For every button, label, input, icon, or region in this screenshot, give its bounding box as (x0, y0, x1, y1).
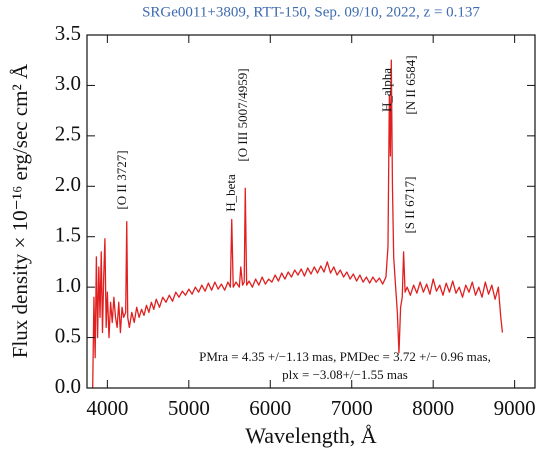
annotation: [O II 3727] (114, 150, 129, 209)
annotation: plx = −3.08+/−1.55 mas (282, 367, 408, 382)
y-tick-label: 1.5 (55, 223, 81, 247)
y-tick-label: 0.0 (55, 374, 81, 398)
annotation: H_alpha (379, 68, 394, 112)
x-tick-label: 5000 (168, 396, 210, 420)
y-tick-label: 0.5 (55, 323, 81, 347)
y-tick-label: 2.0 (55, 172, 81, 196)
annotation: PMra = 4.35 +/−1.13 mas, PMDec = 3.72 +/… (199, 349, 491, 364)
x-tick-label: 7000 (331, 396, 373, 420)
y-tick-label: 3.0 (55, 71, 81, 95)
x-tick-label: 4000 (86, 396, 128, 420)
annotation: H_beta (223, 174, 238, 212)
plot-frame (86, 34, 536, 389)
spectrum-line (92, 59, 504, 389)
x-tick-label: 8000 (412, 396, 454, 420)
y-axis-label: Flux density × 10⁻¹⁶ erg/sec cm² Å (8, 63, 32, 358)
y-tick-label: 3.5 (55, 21, 81, 45)
x-axis-label: Wavelength, Å (245, 423, 377, 448)
y-tick-label: 1.0 (55, 273, 81, 297)
y-tick-label: 2.5 (55, 122, 81, 146)
x-tick-label: 6000 (249, 396, 291, 420)
x-tick-label: 9000 (494, 396, 536, 420)
annotation: [O III 5007/4959] (235, 68, 250, 161)
annotation: [S II 6717] (402, 176, 417, 233)
annotation: [N II 6584] (403, 55, 418, 114)
chart-title: SRGe0011+3809, RTT-150, Sep. 09/10, 2022… (142, 4, 480, 20)
